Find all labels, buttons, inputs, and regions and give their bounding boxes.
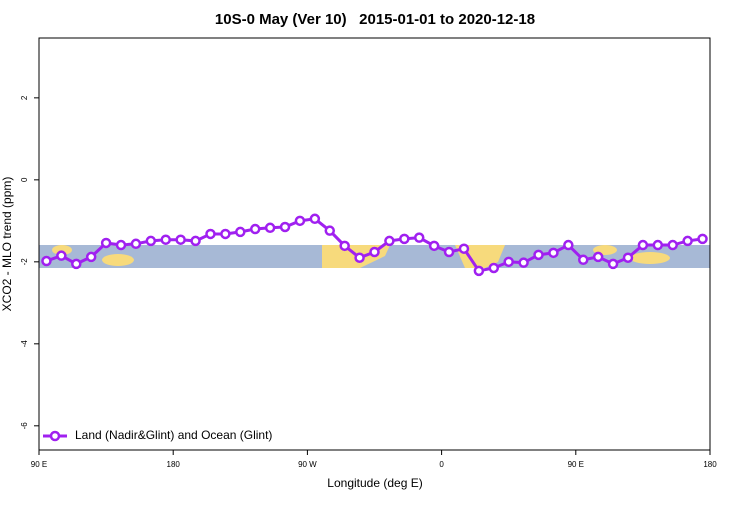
point xyxy=(697,233,708,245)
point xyxy=(413,232,425,243)
point xyxy=(578,254,589,266)
y-tick-label: -4 xyxy=(20,340,29,348)
point xyxy=(85,251,97,263)
point xyxy=(130,238,142,250)
point xyxy=(41,255,52,267)
legend-label: Land (Nadir&Glint) and Ocean (Glint) xyxy=(75,428,272,442)
y-axis-label: XCO2 - MLO trend (ppm) xyxy=(0,177,14,312)
point xyxy=(56,250,67,261)
point xyxy=(548,247,559,259)
point xyxy=(592,251,604,263)
point xyxy=(622,252,634,263)
point xyxy=(667,239,678,251)
point xyxy=(309,213,321,225)
point xyxy=(682,235,693,247)
point xyxy=(533,249,544,261)
point xyxy=(652,239,664,251)
point xyxy=(369,246,380,258)
point xyxy=(607,258,619,270)
point xyxy=(175,234,186,245)
point xyxy=(473,265,485,277)
legend-marker xyxy=(49,430,61,442)
chart-title: 10S-0 May (Ver 10) 2015-01-01 to 2020-12… xyxy=(215,11,535,28)
point xyxy=(205,228,216,240)
point xyxy=(518,257,529,268)
point xyxy=(235,226,246,238)
point xyxy=(384,235,395,247)
point xyxy=(294,215,306,227)
x-axis-label: Longitude (deg E) xyxy=(327,476,422,490)
point xyxy=(354,252,365,263)
x-tick-label: 180 xyxy=(167,460,181,469)
x-tick-label: 0 xyxy=(439,460,444,469)
point xyxy=(190,235,201,247)
point xyxy=(503,256,514,268)
point xyxy=(443,246,455,258)
x-tick-label: 90 E xyxy=(568,460,584,469)
point xyxy=(339,240,350,252)
x-tick-label: 90 E xyxy=(31,460,47,469)
x-tick-label: 90 W xyxy=(298,460,317,469)
point xyxy=(71,258,82,270)
point xyxy=(220,228,231,240)
point xyxy=(488,262,500,274)
point xyxy=(115,239,127,251)
x-tick-label: 180 xyxy=(703,460,717,469)
point xyxy=(249,223,261,235)
point xyxy=(160,234,171,245)
point xyxy=(399,233,410,245)
y-tick-label: 2 xyxy=(20,95,29,100)
point xyxy=(100,237,112,249)
y-tick-label: -6 xyxy=(20,422,29,430)
point xyxy=(324,225,336,236)
y-tick-label: 0 xyxy=(20,177,29,182)
point xyxy=(279,221,291,233)
point xyxy=(264,222,276,234)
y-tick-label: -2 xyxy=(20,258,29,266)
point xyxy=(428,240,440,252)
plot-frame xyxy=(38,37,711,451)
point xyxy=(458,243,470,254)
point xyxy=(145,235,157,247)
point xyxy=(637,239,649,251)
point xyxy=(563,239,574,251)
